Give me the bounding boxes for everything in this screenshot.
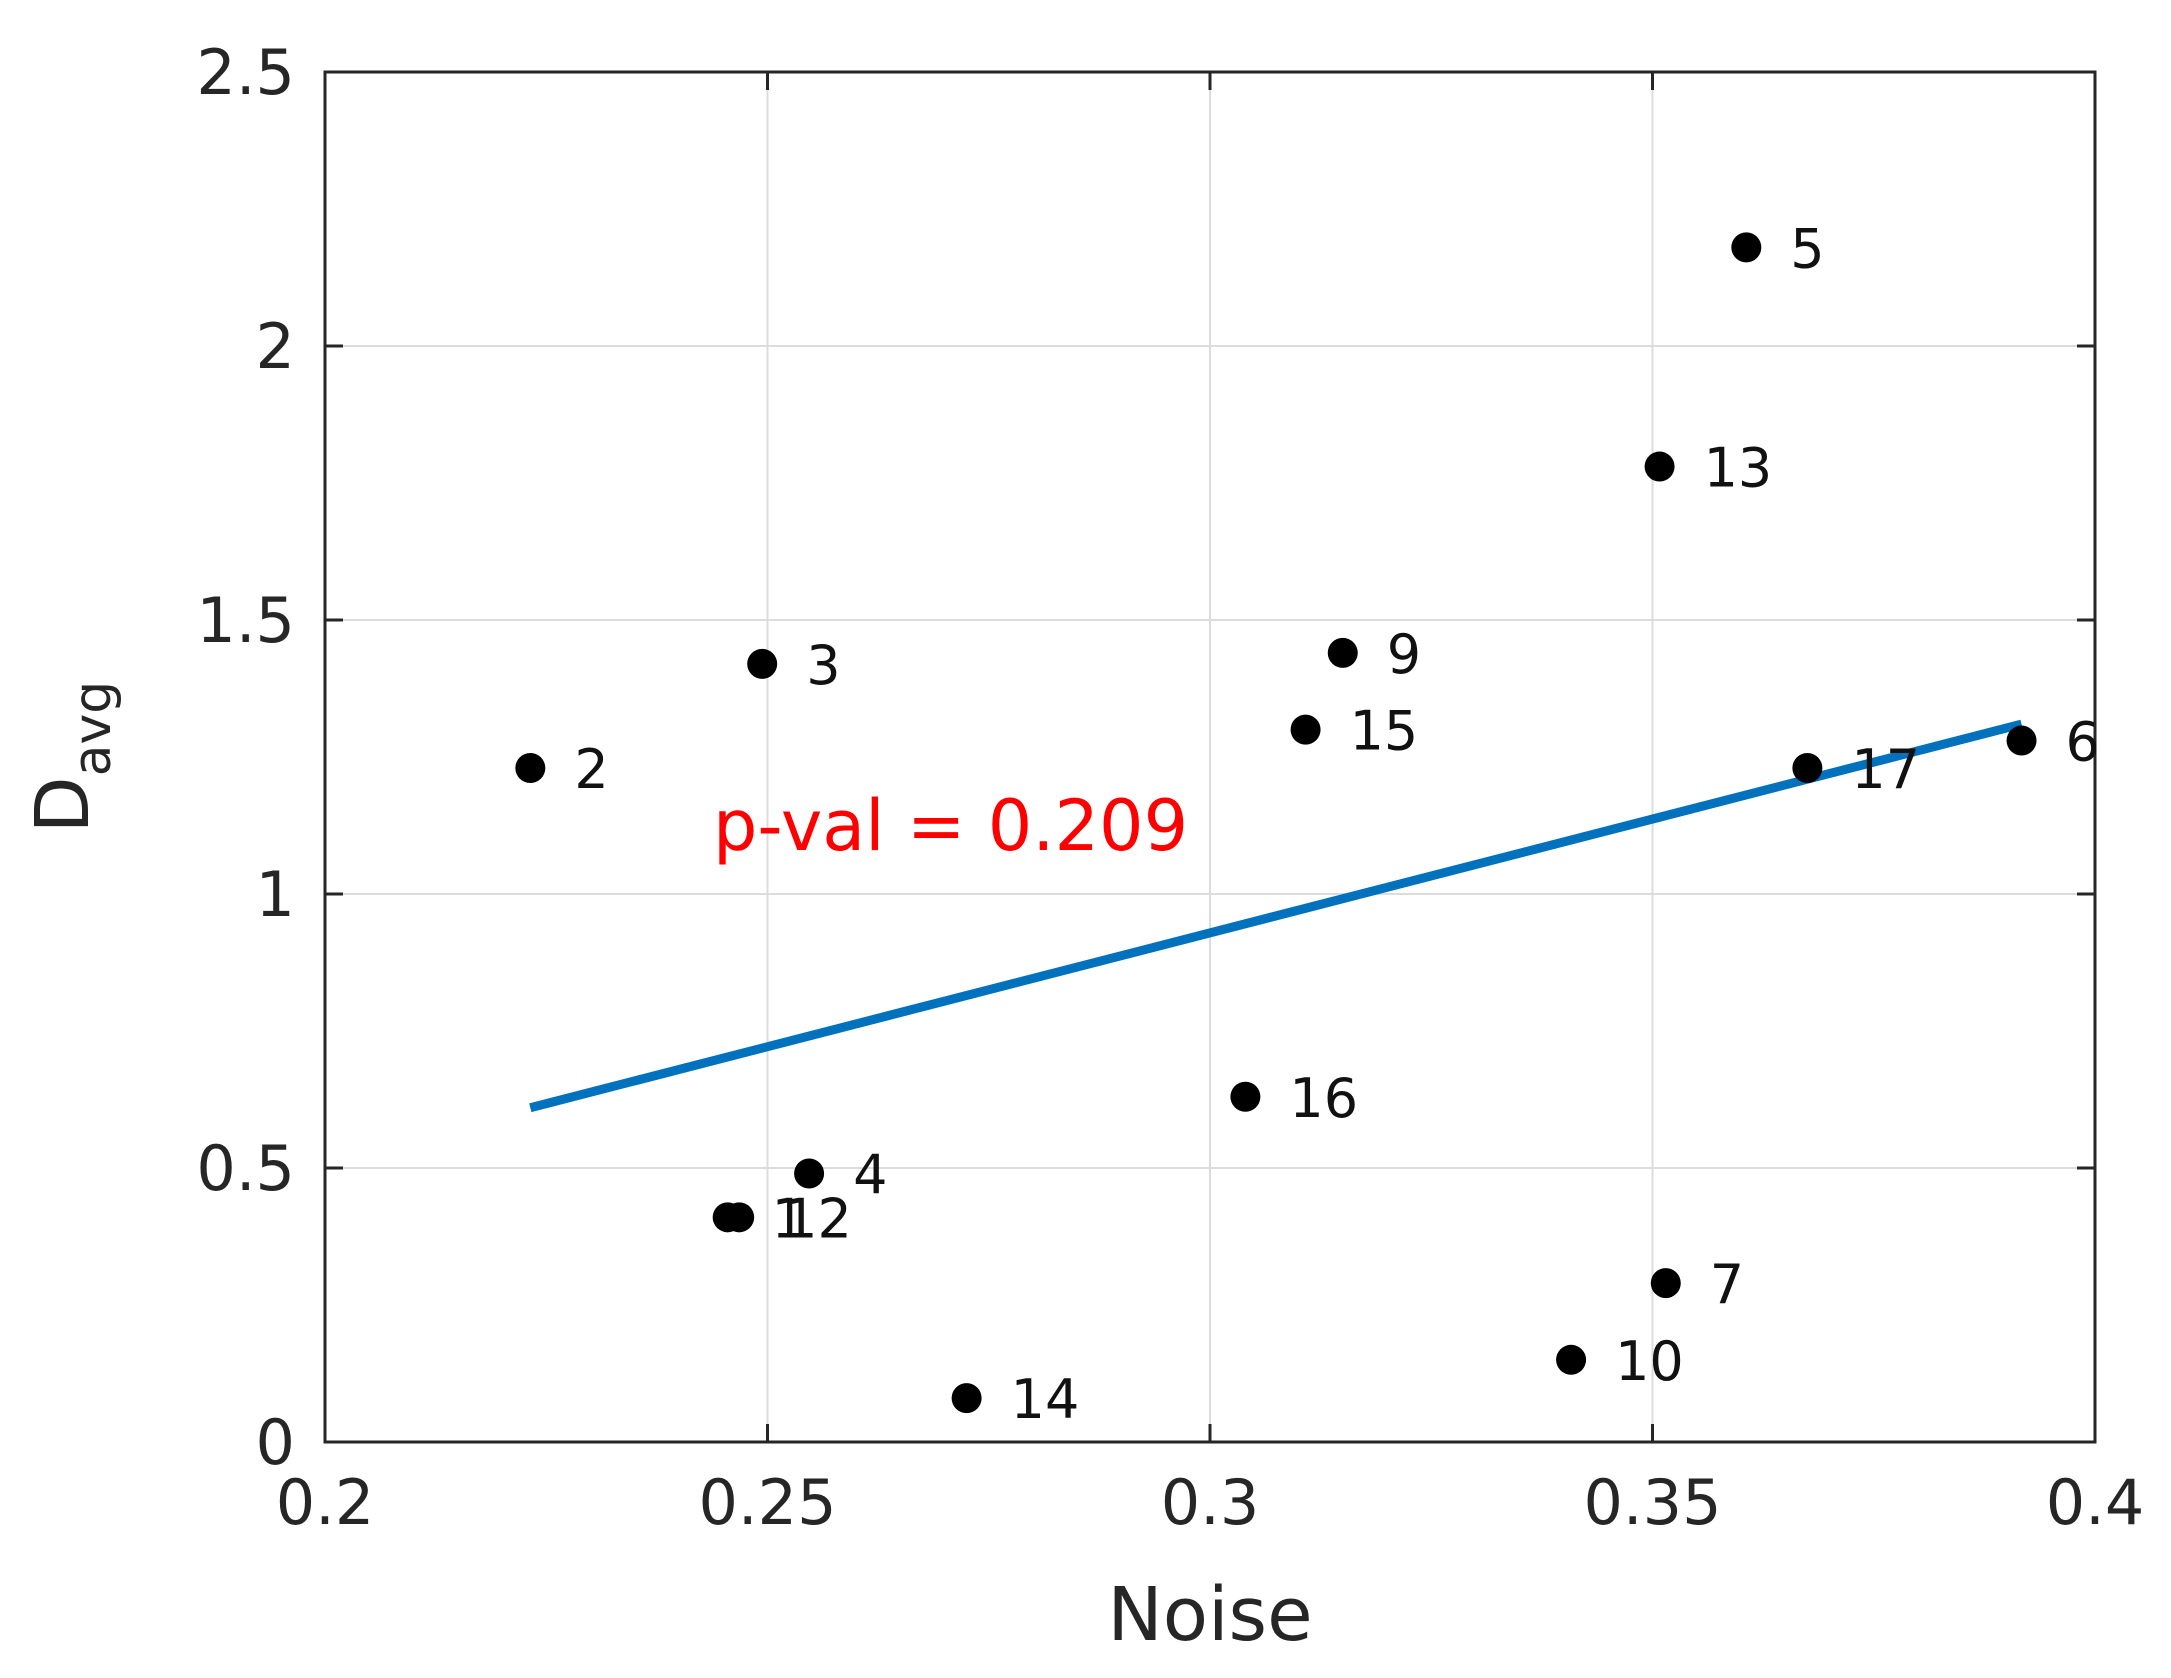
data-point-2 xyxy=(515,752,546,783)
y-axis-label-main: D xyxy=(20,776,106,833)
point-label-16: 16 xyxy=(1289,1067,1358,1130)
point-label-1: 1 xyxy=(772,1187,806,1250)
data-point-4 xyxy=(794,1158,825,1189)
x-tick-label: 0.4 xyxy=(2046,1466,2145,1539)
x-tick-label: 0.2 xyxy=(276,1466,375,1539)
data-point-9 xyxy=(1327,637,1358,668)
y-tick-label: 1.5 xyxy=(196,584,295,657)
point-label-4: 4 xyxy=(853,1143,887,1206)
point-label-7: 7 xyxy=(1710,1253,1744,1316)
regression-line xyxy=(529,719,2023,1113)
point-label-15: 15 xyxy=(1350,700,1419,763)
y-axis-label: Davg xyxy=(20,681,123,834)
point-label-6: 6 xyxy=(2066,711,2100,774)
data-point-7 xyxy=(1650,1268,1681,1299)
data-point-16 xyxy=(1230,1081,1261,1112)
y-tick-label: 0 xyxy=(256,1406,295,1479)
x-tick-label: 0.35 xyxy=(1583,1466,1721,1539)
data-point-17 xyxy=(1792,752,1823,783)
y-tick-label: 1 xyxy=(256,858,295,931)
x-tick-label: 0.3 xyxy=(1161,1466,1260,1539)
y-tick-labels: 0 0.5 1 1.5 2 2.5 xyxy=(196,36,295,1479)
x-axis-label: Noise xyxy=(1107,1572,1312,1658)
x-tick-labels: 0.2 0.25 0.3 0.35 0.4 xyxy=(276,1466,2145,1539)
data-point-13 xyxy=(1644,451,1675,482)
data-point-6 xyxy=(2006,725,2037,756)
data-point-3 xyxy=(747,648,778,679)
data-points xyxy=(515,232,2037,1414)
point-label-12: 12 xyxy=(783,1187,852,1250)
point-label-5: 5 xyxy=(1790,217,1824,280)
data-point-15 xyxy=(1290,714,1321,745)
data-point-10 xyxy=(1556,1344,1587,1375)
data-point-12 xyxy=(724,1202,755,1233)
y-tick-label: 2.5 xyxy=(196,36,295,109)
point-label-3: 3 xyxy=(806,634,840,697)
grid-lines xyxy=(325,72,2095,1442)
x-tick-label: 0.25 xyxy=(698,1466,836,1539)
data-point-14 xyxy=(951,1383,982,1414)
point-label-17: 17 xyxy=(1851,738,1920,801)
point-label-9: 9 xyxy=(1387,623,1421,686)
y-axis-label-group: Davg xyxy=(20,681,123,834)
point-label-13: 13 xyxy=(1704,437,1773,500)
y-axis-label-subscript: avg xyxy=(63,681,123,777)
point-label-10: 10 xyxy=(1615,1330,1684,1393)
point-label-14: 14 xyxy=(1011,1368,1080,1431)
point-label-2: 2 xyxy=(574,738,608,801)
data-point-5 xyxy=(1731,232,1762,263)
axis-ticks xyxy=(323,70,2097,1444)
y-tick-label: 2 xyxy=(256,310,295,383)
p-value-annotation: p-val = 0.209 xyxy=(713,785,1188,867)
y-tick-label: 0.5 xyxy=(196,1132,295,1205)
